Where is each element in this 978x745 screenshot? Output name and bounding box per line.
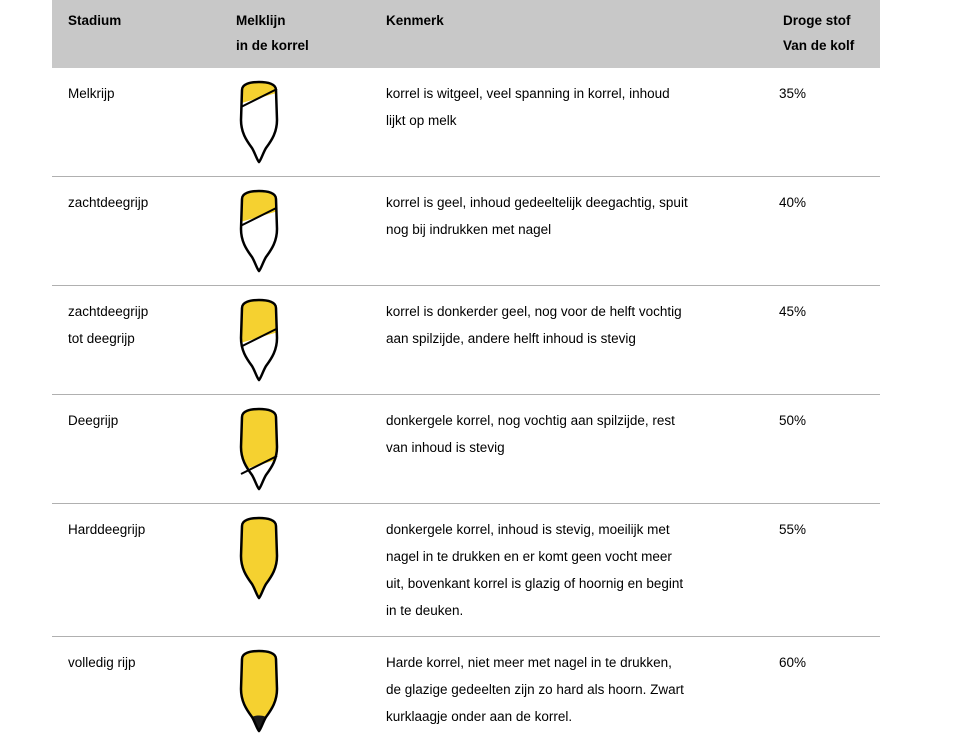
cell-kenmerk: Harde korrel, niet meer met nagel in te … — [370, 637, 767, 745]
kenmerk-text-line: korrel is donkerder geel, nog voor de he… — [386, 298, 757, 325]
stadium-label-line: volledig rijp — [68, 649, 220, 676]
cell-melklijn — [220, 395, 370, 504]
stadium-label-line: Harddeegrijp — [68, 516, 220, 543]
cell-melklijn — [220, 286, 370, 395]
column-header-droge-stof: Droge stof Van de kolf — [767, 0, 880, 68]
cell-droge-stof: 55% — [767, 504, 880, 637]
cell-kenmerk: korrel is witgeel, veel spanning in korr… — [370, 68, 767, 177]
table-row: volledig rijp Harde korrel, niet meer met… — [52, 637, 880, 745]
stadium-label-line: tot deegrijp — [68, 325, 220, 352]
cell-kenmerk: donkergele korrel, nog vochtig aan spilz… — [370, 395, 767, 504]
stadium-label-line: Melkrijp — [68, 80, 220, 107]
kenmerk-text-line: korrel is geel, inhoud gedeeltelijk deeg… — [386, 189, 757, 216]
kernel-fully-ripe-stage — [228, 649, 290, 733]
kenmerk-text-line: uit, bovenkant korrel is glazig of hoorn… — [386, 570, 757, 597]
cell-melklijn — [220, 177, 370, 286]
cell-stadium: Deegrijp — [52, 395, 220, 504]
cell-melklijn — [220, 68, 370, 177]
table-header: Stadium Melklijn in de korrel Kenmerk Dr… — [52, 0, 880, 68]
kenmerk-text-line: kurklaagje onder aan de korrel. — [386, 703, 757, 730]
kenmerk-text-line: de glazige gedeelten zijn zo hard als ho… — [386, 676, 757, 703]
cell-stadium: volledig rijp — [52, 637, 220, 745]
kenmerk-text-line: korrel is witgeel, veel spanning in korr… — [386, 80, 757, 107]
header-stadium-line1: Stadium — [68, 13, 121, 28]
cell-droge-stof: 45% — [767, 286, 880, 395]
kernel-illustration — [220, 298, 370, 382]
kenmerk-text-line: Harde korrel, niet meer met nagel in te … — [386, 649, 757, 676]
kernel-soft-to-dough-stage — [228, 298, 290, 382]
kernel-illustration — [220, 407, 370, 491]
stadium-label-line: Deegrijp — [68, 407, 220, 434]
kenmerk-text-line: nog bij indrukken met nagel — [386, 216, 757, 243]
table-row: Melkrijp korrel is witgeel, veel spanning… — [52, 68, 880, 177]
cell-droge-stof: 50% — [767, 395, 880, 504]
stadium-label-line: zachtdeegrijp — [68, 298, 220, 325]
header-droge-stof-line2: Van de kolf — [783, 33, 880, 58]
table-row: Deegrijp donkergele korrel, nog vochtig a… — [52, 395, 880, 504]
kernel-illustration — [220, 516, 370, 600]
kenmerk-text-line: nagel in te drukken en er komt geen voch… — [386, 543, 757, 570]
column-header-kenmerk: Kenmerk — [370, 0, 767, 68]
cell-stadium: Melkrijp — [52, 68, 220, 177]
kernel-illustration — [220, 80, 370, 164]
header-droge-stof-line1: Droge stof — [783, 13, 851, 28]
column-header-stadium: Stadium — [52, 0, 220, 68]
header-melklijn-line1: Melklijn — [236, 13, 286, 28]
kenmerk-text-line: in te deuken. — [386, 597, 757, 624]
header-kenmerk-line1: Kenmerk — [386, 13, 444, 28]
table-row: zachtdeegrijp korrel is geel, inhoud gede… — [52, 177, 880, 286]
cell-stadium: zachtdeegrijp — [52, 177, 220, 286]
cell-droge-stof: 35% — [767, 68, 880, 177]
table-row: Harddeegrijp donkergele korrel, inhoud is… — [52, 504, 880, 637]
header-melklijn-line2: in de korrel — [236, 33, 370, 58]
kernel-milk-stage — [228, 80, 290, 164]
kenmerk-text-line: lijkt op melk — [386, 107, 757, 134]
cell-kenmerk: korrel is donkerder geel, nog voor de he… — [370, 286, 767, 395]
kernel-dough-stage — [228, 407, 290, 491]
cell-stadium: Harddeegrijp — [52, 504, 220, 637]
stadium-label-line: zachtdeegrijp — [68, 189, 220, 216]
header-row: Stadium Melklijn in de korrel Kenmerk Dr… — [52, 0, 880, 68]
kernel-illustration — [220, 189, 370, 273]
column-header-melklijn: Melklijn in de korrel — [220, 0, 370, 68]
kenmerk-text-line: donkergele korrel, inhoud is stevig, moe… — [386, 516, 757, 543]
kenmerk-text-line: donkergele korrel, nog vochtig aan spilz… — [386, 407, 757, 434]
cell-kenmerk: korrel is geel, inhoud gedeeltelijk deeg… — [370, 177, 767, 286]
kernel-illustration — [220, 649, 370, 733]
kernel-hard-dough-stage — [228, 516, 290, 600]
maize-ripeness-table: Stadium Melklijn in de korrel Kenmerk Dr… — [52, 0, 880, 745]
kenmerk-text-line: van inhoud is stevig — [386, 434, 757, 461]
kenmerk-text-line: aan spilzijde, andere helft inhoud is st… — [386, 325, 757, 352]
cell-melklijn — [220, 637, 370, 745]
maize-ripeness-table-container: Stadium Melklijn in de korrel Kenmerk Dr… — [52, 0, 880, 745]
cell-droge-stof: 40% — [767, 177, 880, 286]
kernel-soft-dough-stage — [228, 189, 290, 273]
cell-melklijn — [220, 504, 370, 637]
cell-kenmerk: donkergele korrel, inhoud is stevig, moe… — [370, 504, 767, 637]
cell-droge-stof: 60% — [767, 637, 880, 745]
table-body: Melkrijp korrel is witgeel, veel spanning… — [52, 68, 880, 745]
